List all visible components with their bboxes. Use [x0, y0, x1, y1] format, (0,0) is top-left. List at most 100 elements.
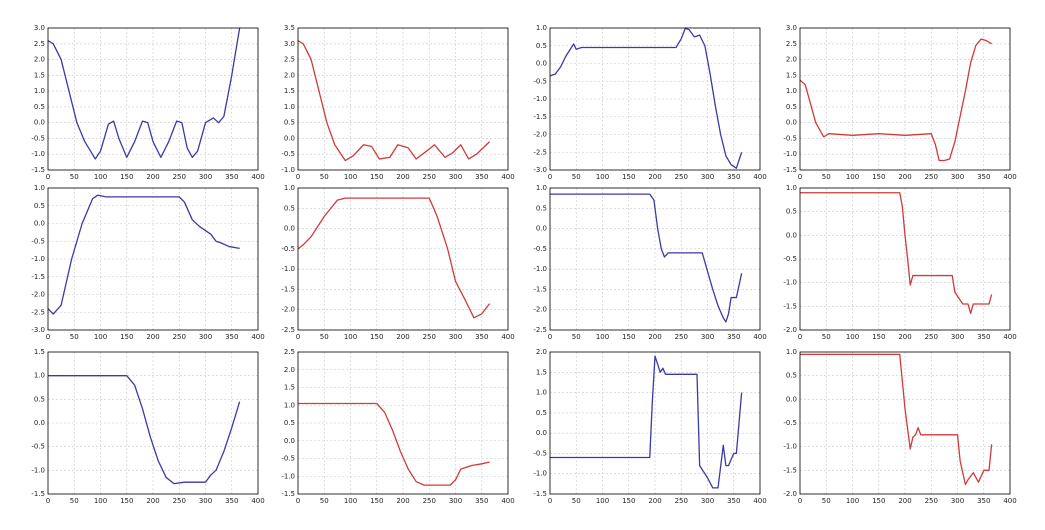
- y-tick-label: 1.0: [34, 87, 45, 95]
- y-tick-label: 0.0: [284, 437, 295, 445]
- y-tick-label: 0.0: [536, 225, 547, 233]
- y-tick-label: -0.5: [783, 134, 797, 142]
- y-tick-label: 0.5: [284, 419, 295, 427]
- x-tick-label: 200: [396, 173, 409, 181]
- x-tick-label: 100: [596, 173, 609, 181]
- x-tick-label: 350: [225, 497, 238, 505]
- series-line: [800, 353, 993, 486]
- y-tick-label: 1.0: [34, 372, 45, 380]
- x-tick-label: 150: [872, 173, 885, 181]
- y-tick-label: -1.0: [31, 466, 45, 474]
- y-tick-label: 1.0: [786, 348, 797, 356]
- y-tick-label: -1.5: [281, 285, 295, 293]
- y-tick-label: -1.0: [281, 166, 295, 174]
- x-tick-label: 350: [475, 333, 488, 341]
- x-tick-label: 250: [675, 173, 688, 181]
- x-tick-label: 300: [449, 173, 462, 181]
- series-line: [47, 27, 241, 160]
- series-line: [550, 193, 743, 323]
- x-tick-label: 100: [94, 173, 107, 181]
- x-tick-label: 50: [822, 173, 831, 181]
- x-tick-label: 50: [70, 497, 79, 505]
- x-tick-label: 200: [648, 333, 661, 341]
- y-tick-label: -1.0: [783, 279, 797, 287]
- y-tick-label: 1.5: [536, 368, 547, 376]
- x-tick-label: 150: [872, 497, 885, 505]
- y-tick-label: 0.0: [34, 419, 45, 427]
- y-tick-label: 0.0: [786, 395, 797, 403]
- x-tick-label: 50: [572, 333, 581, 341]
- x-tick-label: 150: [622, 173, 635, 181]
- y-tick-label: 1.0: [284, 401, 295, 409]
- x-tick-label: 200: [898, 333, 911, 341]
- y-tick-label: 0.0: [284, 134, 295, 142]
- y-tick-label: 0.5: [786, 372, 797, 380]
- x-tick-label: 250: [173, 497, 186, 505]
- y-tick-label: -0.5: [533, 449, 547, 457]
- y-tick-label: -1.5: [783, 302, 797, 310]
- x-tick-label: 50: [822, 497, 831, 505]
- y-tick-label: 2.5: [284, 348, 295, 356]
- plot-frame: [47, 27, 259, 171]
- series-line: [48, 375, 241, 485]
- y-tick-label: 0.0: [536, 60, 547, 68]
- y-tick-label: 2.0: [284, 366, 295, 374]
- x-tick-label: 150: [622, 497, 635, 505]
- y-tick-label: -0.5: [533, 77, 547, 85]
- x-tick-label: 0: [798, 497, 802, 505]
- y-tick-label: 1.0: [284, 184, 295, 192]
- y-tick-label: 0.5: [536, 409, 547, 417]
- x-tick-label: 350: [977, 333, 990, 341]
- y-tick-label: -1.0: [783, 443, 797, 451]
- x-tick-label: 250: [925, 173, 938, 181]
- y-tick-label: 0.5: [34, 103, 45, 111]
- x-tick-label: 0: [46, 333, 50, 341]
- y-tick-label: -1.5: [533, 285, 547, 293]
- x-tick-label: 250: [925, 333, 938, 341]
- x-tick-label: 100: [344, 333, 357, 341]
- x-tick-label: 100: [94, 497, 107, 505]
- x-tick-label: 100: [596, 497, 609, 505]
- x-tick-label: 350: [225, 333, 238, 341]
- plot-frame: [297, 351, 509, 495]
- y-tick-label: 0.5: [284, 204, 295, 212]
- x-tick-label: 100: [94, 333, 107, 341]
- y-tick-label: 1.0: [786, 87, 797, 95]
- x-tick-label: 300: [199, 497, 212, 505]
- y-tick-label: 0.0: [786, 231, 797, 239]
- y-tick-label: -1.0: [533, 95, 547, 103]
- y-tick-label: 0.0: [34, 220, 45, 228]
- x-tick-label: 0: [548, 497, 552, 505]
- series-line: [298, 402, 490, 486]
- plot-frame: [47, 187, 259, 331]
- x-tick-label: 300: [449, 497, 462, 505]
- y-tick-label: 1.0: [536, 184, 547, 192]
- y-tick-label: 0.5: [34, 202, 45, 210]
- x-tick-label: 300: [701, 333, 714, 341]
- y-tick-label: -1.5: [783, 166, 797, 174]
- x-tick-label: 350: [977, 497, 990, 505]
- y-tick-label: -0.5: [31, 443, 45, 451]
- y-tick-label: -0.5: [281, 150, 295, 158]
- y-tick-label: 0.0: [34, 119, 45, 127]
- plot-frame: [799, 27, 1011, 171]
- y-tick-label: 1.5: [284, 384, 295, 392]
- x-tick-label: 0: [46, 173, 50, 181]
- x-tick-label: 400: [501, 173, 514, 181]
- plot-frame: [297, 187, 509, 331]
- plot-frame: [549, 27, 761, 171]
- x-tick-label: 300: [951, 497, 964, 505]
- x-tick-label: 50: [320, 333, 329, 341]
- x-tick-label: 300: [701, 497, 714, 505]
- y-tick-label: -1.5: [533, 490, 547, 498]
- y-tick-label: 2.5: [284, 56, 295, 64]
- y-tick-label: -3.0: [31, 326, 45, 334]
- x-tick-label: 200: [396, 497, 409, 505]
- x-tick-label: 200: [898, 173, 911, 181]
- x-tick-label: 300: [701, 173, 714, 181]
- y-tick-label: -1.0: [783, 150, 797, 158]
- y-tick-label: 0.5: [786, 208, 797, 216]
- y-tick-label: -0.5: [533, 245, 547, 253]
- x-tick-label: 50: [320, 173, 329, 181]
- x-tick-label: 350: [727, 333, 740, 341]
